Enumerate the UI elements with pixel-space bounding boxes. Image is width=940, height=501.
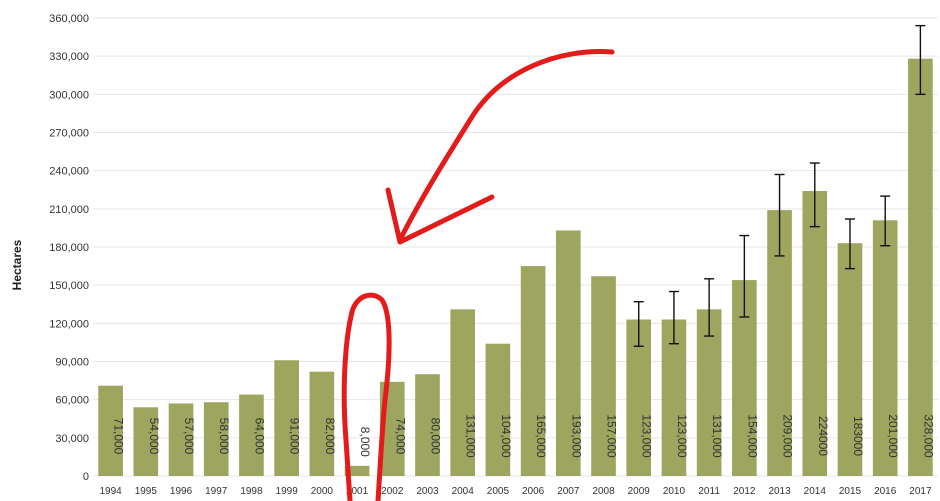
data-label: 82,000: [323, 418, 337, 455]
bar: [344, 465, 370, 476]
y-tick-label: 270,000: [49, 128, 89, 140]
x-tick-label: 2008: [592, 486, 615, 497]
gridlines: [93, 17, 938, 477]
data-label: 91,000: [288, 418, 302, 455]
data-label: 58,000: [217, 418, 231, 455]
x-tick-label: 2011: [698, 486, 720, 497]
data-label: 74,000: [393, 418, 407, 455]
data-label: 64,000: [252, 418, 266, 455]
bar: [309, 371, 335, 476]
y-tick-label: 240,000: [49, 166, 89, 178]
bar: [802, 191, 828, 476]
x-tick-label: 2003: [416, 486, 439, 497]
bar: [520, 266, 546, 476]
y-tick-label: 360,000: [49, 13, 89, 25]
data-label: 131,000: [464, 414, 478, 458]
x-tick-label: 2000: [311, 486, 334, 497]
data-label: 123,000: [640, 414, 654, 458]
y-tick-label: 60,000: [55, 395, 89, 407]
y-tick-label: 210,000: [49, 204, 89, 216]
bar: [696, 309, 722, 476]
bar: [661, 319, 687, 476]
y-tick-label: 150,000: [49, 280, 89, 292]
x-tick-label: 2009: [628, 486, 651, 497]
x-axis-ticks: 1994 1995 1996 1997 1998 1999 2000 2001 2002 2003…: [99, 486, 931, 497]
data-label: 224000: [816, 416, 830, 456]
data-label: 193,000: [569, 414, 583, 458]
bar: [168, 403, 194, 476]
x-tick-label: 2002: [381, 486, 404, 497]
bar: [450, 309, 476, 476]
data-label: 123,000: [675, 414, 689, 458]
data-label: 8,000: [358, 427, 372, 457]
data-label: 154,000: [745, 414, 759, 458]
bar: [239, 394, 264, 476]
data-label: 57,000: [182, 418, 196, 455]
bar: [908, 58, 933, 476]
x-tick-label: 1998: [240, 486, 263, 497]
x-tick-label: 2015: [839, 486, 862, 497]
bars: [98, 58, 933, 476]
bar: [872, 220, 898, 476]
bar: [203, 402, 229, 476]
y-tick-label: 330,000: [49, 51, 89, 63]
x-tick-label: 1997: [205, 486, 228, 497]
x-tick-label: 2001: [346, 486, 369, 497]
red-annotation: [341, 49, 615, 501]
bar: [485, 343, 511, 476]
x-tick-label: 2005: [487, 486, 510, 497]
data-label: 80,000: [428, 418, 442, 455]
data-label: 209,000: [781, 414, 795, 458]
data-label: 328,000: [921, 414, 935, 458]
data-label: 183000: [851, 416, 865, 456]
y-tick-label: 30,000: [55, 433, 89, 445]
annotation-loop: [341, 292, 392, 501]
x-tick-label: 1996: [170, 486, 193, 497]
bar: [98, 385, 123, 476]
data-label: 157,000: [605, 414, 619, 458]
data-label: 165,000: [534, 414, 548, 458]
y-axis-ticks: 0 30,000 60,000 90,000 120,000 150,000 180,000…: [49, 13, 89, 483]
x-tick-label: 1994: [99, 486, 122, 497]
bar: [133, 407, 159, 476]
x-tick-label: 1999: [276, 486, 299, 497]
bar: [555, 230, 581, 476]
data-label: 201,000: [886, 414, 900, 458]
x-tick-label: 2006: [522, 486, 545, 497]
x-tick-label: 2016: [874, 486, 897, 497]
y-tick-label: 0: [83, 471, 89, 483]
x-tick-label: 2013: [768, 486, 791, 497]
y-tick-label: 300,000: [49, 89, 89, 101]
data-label: 104,000: [499, 414, 513, 458]
x-tick-label: 2010: [663, 486, 686, 497]
x-tick-label: 2007: [557, 486, 580, 497]
y-tick-label: 90,000: [55, 357, 89, 369]
bar: [591, 276, 616, 476]
x-tick-label: 2004: [452, 486, 475, 497]
data-label: 54,000: [147, 418, 161, 455]
y-tick-label: 180,000: [49, 242, 89, 254]
data-label: 71,000: [112, 418, 126, 455]
bar: [274, 360, 299, 476]
x-tick-label: 2012: [733, 486, 756, 497]
x-tick-label: 2014: [804, 486, 827, 497]
x-tick-label: 1995: [135, 486, 158, 497]
bar: [415, 374, 440, 476]
y-axis-label: Hectares: [10, 239, 24, 290]
x-tick-label: 2017: [909, 486, 932, 497]
data-labels: 71,000 54,000 57,000 58,000 64,000 91,000 82,0…: [112, 414, 936, 458]
data-label: 131,000: [710, 414, 724, 458]
error-bars: [633, 24, 926, 347]
annotation-arrow-shaft: [397, 49, 615, 243]
y-tick-label: 120,000: [49, 318, 89, 330]
annotation-arrow-head: [385, 187, 495, 245]
bar: [837, 243, 863, 476]
